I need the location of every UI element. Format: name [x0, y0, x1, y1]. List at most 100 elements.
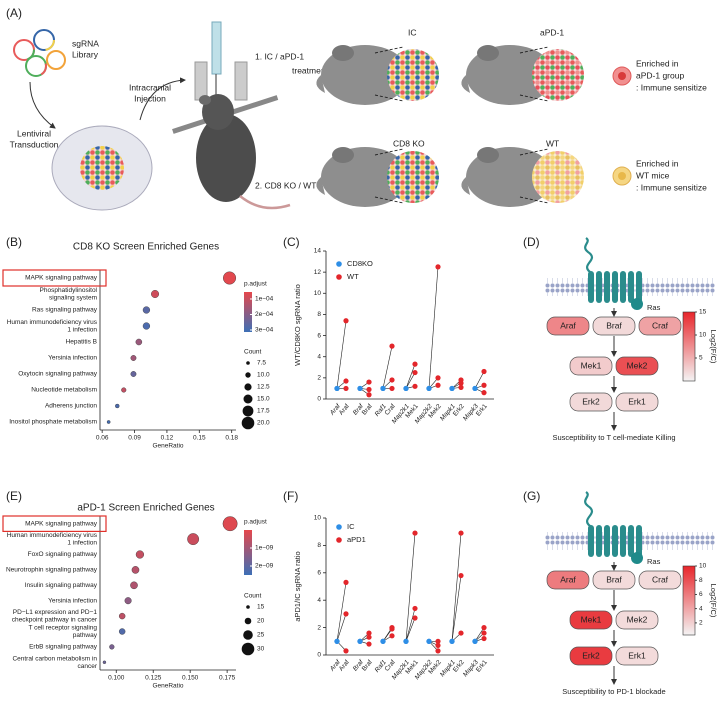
dot [106, 420, 111, 424]
pair-line [405, 364, 416, 389]
dot [130, 371, 137, 377]
dot [135, 338, 143, 346]
point [435, 382, 441, 388]
dot [118, 612, 126, 620]
point [481, 382, 487, 388]
category-label: Nucleotide metabolism [31, 387, 97, 394]
y-tick-label: 10 [314, 290, 322, 297]
receptor-helix [588, 271, 594, 303]
node-label: Mek2 [627, 614, 648, 624]
receptor-helix [636, 271, 642, 303]
receptor-helix [612, 525, 618, 557]
x-tick-label: 0.100 [108, 675, 125, 682]
category-label: signaling system [49, 294, 97, 301]
size-label: 25 [257, 632, 265, 639]
enriched-label: Enriched in [636, 158, 679, 168]
point [449, 638, 455, 644]
point [458, 630, 464, 636]
dot [135, 550, 145, 559]
pair-line [336, 320, 347, 389]
colorbar-label: 1e−04 [255, 296, 274, 303]
pathway-node [615, 610, 659, 630]
x-tick-label: 0.125 [145, 675, 162, 682]
point [343, 318, 349, 324]
colorbar [682, 311, 696, 382]
legend-marker [336, 524, 342, 530]
y-tick-label: 12 [314, 269, 322, 276]
pathway-node [569, 392, 613, 412]
x-tick-label: Braf [361, 403, 374, 417]
point [366, 379, 372, 385]
transduction-label: Transduction [10, 139, 59, 149]
receptor-helix [604, 525, 610, 557]
colorbar-label: 2 [699, 620, 703, 627]
category-label: Adherens junction [45, 403, 97, 410]
enriched-cell [618, 72, 626, 80]
colorbar-label: 6 [699, 591, 703, 598]
injection-label: Injection [134, 93, 166, 103]
dot [222, 516, 238, 532]
category-label: ErbB signaling pathway [29, 644, 98, 651]
plot-title: CD8 KO Screen Enriched Genes [73, 242, 219, 253]
group-label: aPD-1 [540, 27, 564, 37]
pathway-node [569, 646, 613, 666]
colorbar [244, 292, 252, 332]
arrow [139, 77, 186, 121]
size-key [242, 405, 254, 417]
panel-label: (E) [6, 489, 22, 503]
dot [102, 660, 107, 664]
pair-line [382, 346, 393, 389]
receptor-helix [628, 271, 634, 303]
colorbar-label: 10 [699, 563, 707, 570]
size-label: 30 [257, 646, 265, 653]
dot [130, 355, 137, 361]
pathway-node [615, 646, 659, 666]
size-label: 15 [257, 604, 265, 611]
pathway-node [638, 316, 682, 336]
x-tick-label: Erk1 [475, 403, 489, 418]
pathway-node [638, 570, 682, 590]
size-key [243, 630, 253, 640]
treatment-label: 2. CD8 KO / WT [255, 180, 316, 190]
colorbar-label: 10 [699, 332, 707, 339]
point [481, 368, 487, 375]
point [412, 383, 418, 389]
library-label: Library [72, 49, 99, 59]
pair-line [405, 617, 416, 642]
point [412, 605, 418, 612]
panel-label: (C) [283, 235, 300, 249]
x-tick-label: 0.09 [128, 435, 141, 442]
pathway-node [615, 392, 659, 412]
category-label: Neurotrophin signaling pathway [6, 567, 98, 574]
tumor-cells [387, 151, 439, 203]
pathway-node [546, 316, 590, 336]
category-label: T cell receptor signaling [28, 624, 97, 631]
point [357, 385, 363, 392]
receptor-tail [584, 237, 594, 273]
point [389, 343, 395, 349]
legend-title: Count [244, 349, 262, 356]
point [435, 264, 441, 270]
diagram-caption: Susceptibility to PD-1 blockade [562, 687, 665, 696]
point [472, 385, 478, 392]
pathway-node [615, 356, 659, 376]
colorbar [682, 565, 696, 636]
colorbar-label: 2e−09 [255, 563, 274, 570]
category-label: Yersinia infection [48, 597, 97, 604]
point [403, 638, 409, 644]
enriched-cell [618, 172, 626, 180]
point [366, 630, 372, 636]
y-axis-label: aPD1/IC sgRNA ratio [293, 551, 302, 621]
legend-marker [336, 537, 342, 543]
receptor-helix [636, 525, 642, 557]
point [412, 530, 418, 536]
cell-cluster [80, 146, 124, 190]
colorbar-title: Log2(F/C) [709, 584, 718, 618]
pair-line [428, 266, 439, 389]
category-label: Oxytocin signaling pathway [18, 371, 98, 378]
pair-line [405, 372, 416, 389]
x-tick-label: Araf [338, 403, 351, 417]
legend-label: CD8KO [347, 259, 373, 268]
point [426, 638, 432, 644]
mouse-in-frame [172, 21, 291, 210]
